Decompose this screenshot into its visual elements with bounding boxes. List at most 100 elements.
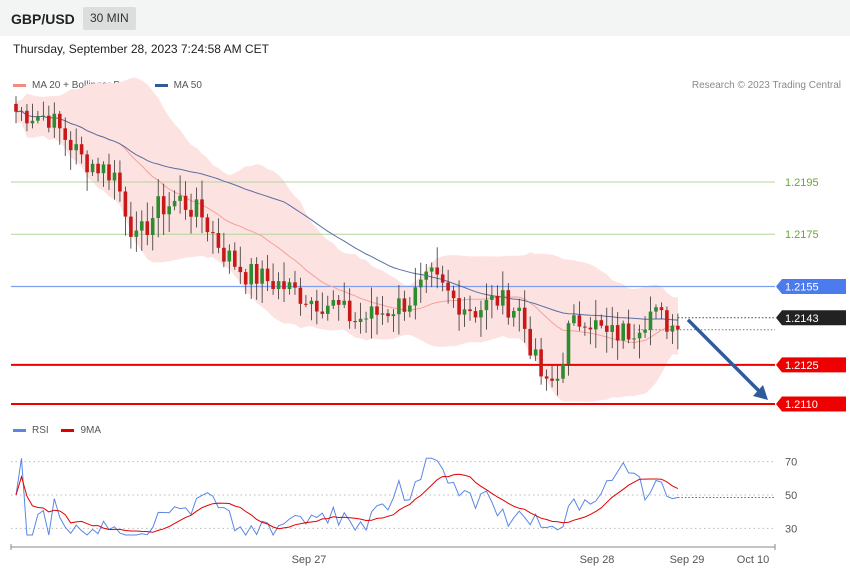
candle-body — [440, 274, 445, 283]
timestamp: Thursday, September 28, 2023 7:24:58 AM … — [13, 42, 269, 56]
candle-body — [358, 318, 363, 322]
candle-body — [63, 128, 67, 140]
candle-body — [413, 287, 418, 306]
legend-label-ma50: MA 50 — [173, 80, 202, 91]
candle-body — [200, 199, 204, 218]
candle-body — [74, 144, 78, 151]
candle-body — [572, 315, 576, 324]
candle-body — [577, 315, 582, 327]
candle-body — [178, 195, 182, 201]
candle-body — [41, 115, 46, 117]
candle-body — [676, 325, 680, 330]
candle-body — [506, 290, 511, 318]
candle-body — [522, 307, 527, 329]
legend-swatch-rsi — [13, 428, 26, 432]
candle-body — [320, 311, 325, 314]
candle-body — [484, 299, 489, 311]
price-label-1.2195: 1.2195 — [785, 177, 819, 189]
candle-body — [424, 271, 428, 280]
candle-body — [533, 349, 538, 356]
candle-body — [561, 364, 565, 379]
symbol-title: GBP/USD — [11, 11, 75, 27]
candle-body — [298, 287, 303, 304]
price-tag-1.2143 — [776, 310, 846, 326]
interval-badge[interactable]: 30 MIN — [83, 7, 136, 30]
candle-body — [353, 321, 357, 323]
legend-item-ma50: MA 50 — [154, 80, 202, 91]
candle-body — [615, 325, 620, 341]
legend-swatch-bollinger — [13, 83, 26, 87]
price-tag-1.2155 — [776, 278, 846, 294]
price-label-1.2143: 1.2143 — [785, 313, 819, 325]
legend-label-9ma: 9MA — [80, 425, 102, 436]
price-label-1.2110: 1.2110 — [785, 399, 818, 411]
candle-body — [643, 329, 647, 333]
candle-body — [479, 310, 483, 318]
candle-body — [216, 233, 221, 248]
rsi-legend: RSI 9MA — [13, 425, 111, 436]
candle-body — [446, 282, 450, 291]
candle-body — [107, 164, 111, 181]
candle-body — [304, 303, 308, 305]
candle-body — [227, 250, 232, 262]
candle-body — [260, 268, 264, 284]
candle-body — [243, 272, 248, 285]
price-tag-1.2110 — [776, 396, 846, 412]
candle-body — [112, 172, 117, 181]
candle-body — [435, 267, 439, 275]
rsi-9ma-line — [15, 473, 679, 533]
candle-body — [544, 376, 549, 379]
candle-body — [265, 268, 270, 282]
candle-body — [331, 300, 336, 306]
candle-body — [249, 264, 253, 285]
candle-body — [30, 120, 35, 124]
candle-body — [402, 298, 407, 312]
candle-body — [375, 306, 379, 315]
candle-body — [287, 282, 292, 289]
forecast-arrow-shaft — [686, 318, 764, 396]
candle-body — [96, 163, 100, 174]
candle-body — [626, 323, 631, 340]
rsi-tick-30: 30 — [785, 523, 797, 535]
price-label-1.2125: 1.2125 — [785, 360, 819, 372]
candle-body — [528, 328, 532, 356]
candle-body — [52, 113, 57, 128]
candle-body — [254, 264, 259, 284]
candle-body — [183, 195, 188, 210]
candle-body — [610, 325, 614, 332]
legend-item-rsi: RSI — [13, 425, 49, 436]
candle-body — [397, 298, 401, 315]
candle-body — [391, 314, 396, 317]
candles-group — [14, 96, 680, 396]
candle-body — [386, 313, 390, 317]
candle-body — [36, 116, 40, 121]
top-bar: GBP/USD 30 MIN — [0, 0, 850, 36]
candle-body — [566, 323, 571, 365]
candle-body — [468, 309, 472, 312]
forecast-arrow-head — [753, 385, 768, 400]
candle-body — [539, 349, 543, 377]
candle-body — [150, 218, 155, 235]
candle-body — [205, 217, 210, 233]
candle-body — [222, 247, 226, 262]
candle-body — [309, 300, 314, 305]
candle-body — [129, 216, 133, 237]
candle-body — [419, 279, 423, 288]
candle-body — [293, 282, 297, 288]
x-tick-label-sep-28: Sep 28 — [580, 554, 615, 566]
candle-body — [621, 323, 625, 341]
x-tick-label-sep-27: Sep 27 — [292, 554, 327, 566]
legend-label-rsi: RSI — [32, 425, 49, 436]
x-tick-label-sep-29: Sep 29 — [670, 554, 705, 566]
candle-body — [19, 110, 24, 112]
candle-body — [490, 295, 494, 300]
candle-body — [457, 298, 461, 315]
candle-body — [462, 309, 467, 315]
rsi-tick-70: 70 — [785, 457, 797, 469]
candle-body — [271, 281, 275, 289]
candle-body — [25, 110, 29, 124]
candle-body — [58, 113, 62, 129]
candle-body — [605, 325, 609, 332]
candle-body — [140, 221, 144, 231]
